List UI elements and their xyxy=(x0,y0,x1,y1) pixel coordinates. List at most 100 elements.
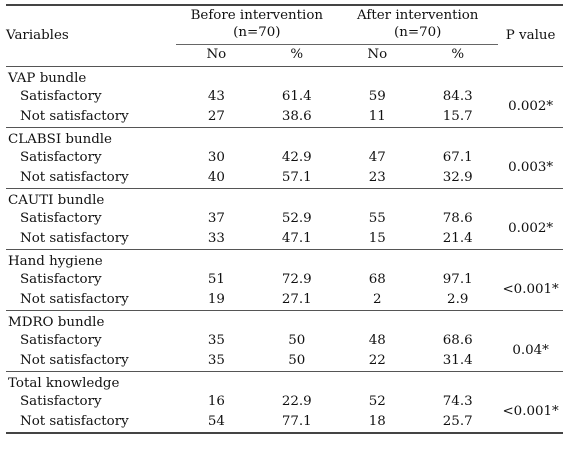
before-pct-cell: 27.1 xyxy=(281,291,312,307)
group-row: CAUTI bundle xyxy=(6,188,563,209)
p-value-cell: 0.003* xyxy=(508,159,554,175)
before-pct-cell: 72.9 xyxy=(281,271,312,287)
header-before-no: No xyxy=(206,47,227,63)
after-pct-cell: 97.1 xyxy=(442,271,473,287)
table-row: Not satisfactory 19 27.1 2 2.9 xyxy=(6,290,563,311)
table-row: Satisfactory 35 50 48 68.6 0.04* xyxy=(6,331,563,358)
after-pct-cell: 31.4 xyxy=(442,352,473,368)
after-no-cell: 52 xyxy=(368,393,386,409)
row-label: Satisfactory xyxy=(20,149,102,165)
p-value-cell: <0.001* xyxy=(498,392,563,434)
row-label: Not satisfactory xyxy=(20,169,129,185)
table-body: VAP bundle Satisfactory 43 61.4 59 84.3 0.002*… xyxy=(6,66,563,434)
table-row: Not satisfactory 33 47.1 15 21.4 xyxy=(6,229,563,250)
after-no-cell: 15 xyxy=(368,230,386,246)
group-label: CLABSI bundle xyxy=(6,127,563,148)
header-before-pct: % xyxy=(290,47,304,63)
after-pct-cell: 84.3 xyxy=(442,88,473,104)
after-pct-cell: 21.4 xyxy=(442,230,473,246)
p-value-cell: <0.001* xyxy=(502,281,559,297)
after-no-cell: 2 xyxy=(372,291,382,307)
before-pct-cell: 47.1 xyxy=(281,230,312,246)
before-no-cell: 43 xyxy=(207,88,225,104)
before-pct-cell: 52.9 xyxy=(281,210,312,226)
before-no-cell: 19 xyxy=(207,291,225,307)
before-pct-cell: 50 xyxy=(288,332,306,348)
before-no-cell: 30 xyxy=(207,149,225,165)
before-no-cell: 37 xyxy=(207,210,225,226)
before-no-cell: 16 xyxy=(207,393,225,409)
header-after-no: No xyxy=(367,47,388,63)
group-label: VAP bundle xyxy=(6,66,563,87)
before-pct-cell: 42.9 xyxy=(281,149,312,165)
header-pvalue: P value xyxy=(498,4,563,67)
group-row: CLABSI bundle xyxy=(6,127,563,148)
before-no-cell: 54 xyxy=(176,412,257,434)
after-no-cell: 18 xyxy=(337,412,418,434)
row-label: Satisfactory xyxy=(20,271,102,287)
row-label: Satisfactory xyxy=(20,332,102,348)
before-no-cell: 40 xyxy=(207,169,225,185)
before-pct-cell: 50 xyxy=(288,352,306,368)
row-label: Not satisfactory xyxy=(20,352,129,368)
header-after: After intervention (n=70) xyxy=(337,4,499,45)
p-value-cell: 0.04* xyxy=(512,342,549,358)
group-label: CAUTI bundle xyxy=(6,188,563,209)
after-no-cell: 11 xyxy=(368,108,386,124)
after-pct-cell: 32.9 xyxy=(442,169,473,185)
before-no-cell: 51 xyxy=(207,271,225,287)
after-no-cell: 22 xyxy=(368,352,386,368)
after-no-cell: 59 xyxy=(368,88,386,104)
before-pct-cell: 61.4 xyxy=(281,88,312,104)
group-label: MDRO bundle xyxy=(6,310,563,331)
before-no-cell: 27 xyxy=(207,108,225,124)
after-no-cell: 48 xyxy=(368,332,386,348)
before-no-cell: 35 xyxy=(207,332,225,348)
group-label: Total knowledge xyxy=(6,371,563,392)
group-row: Total knowledge xyxy=(6,371,563,392)
after-no-cell: 47 xyxy=(368,149,386,165)
before-pct-cell: 22.9 xyxy=(281,393,312,409)
table-row: Not satisfactory 54 77.1 18 25.7 xyxy=(6,412,563,434)
after-pct-cell: 25.7 xyxy=(417,412,499,434)
after-pct-cell: 2.9 xyxy=(447,291,469,307)
after-pct-cell: 68.6 xyxy=(442,332,473,348)
p-value-cell: 0.002* xyxy=(508,220,554,236)
table-row: Satisfactory 51 72.9 68 97.1 <0.001* xyxy=(6,270,563,297)
before-pct-cell: 57.1 xyxy=(281,169,312,185)
table-row: Satisfactory 37 52.9 55 78.6 0.002* xyxy=(6,209,563,236)
row-label: Not satisfactory xyxy=(20,230,129,246)
row-label: Not satisfactory xyxy=(20,291,129,307)
row-label: Not satisfactory xyxy=(6,412,177,434)
after-pct-cell: 74.3 xyxy=(442,393,473,409)
after-pct-cell: 78.6 xyxy=(442,210,473,226)
after-no-cell: 68 xyxy=(368,271,386,287)
before-pct-cell: 77.1 xyxy=(256,412,338,434)
p-value-cell: 0.002* xyxy=(508,98,554,114)
table-row: Satisfactory 30 42.9 47 67.1 0.003* xyxy=(6,148,563,175)
after-pct-cell: 15.7 xyxy=(442,108,473,124)
group-row: VAP bundle xyxy=(6,66,563,87)
row-label: Satisfactory xyxy=(20,393,102,409)
before-no-cell: 33 xyxy=(207,230,225,246)
after-no-cell: 23 xyxy=(368,169,386,185)
before-pct-cell: 38.6 xyxy=(281,108,312,124)
group-label: Hand hygiene xyxy=(6,249,563,270)
results-table: Variables Before intervention (n=70) Aft… xyxy=(6,4,563,434)
row-label: Satisfactory xyxy=(20,88,102,104)
table-row: Not satisfactory 40 57.1 23 32.9 xyxy=(6,168,563,189)
group-row: MDRO bundle xyxy=(6,310,563,331)
table-row: Not satisfactory 35 50 22 31.4 xyxy=(6,351,563,372)
before-no-cell: 35 xyxy=(207,352,225,368)
row-label: Not satisfactory xyxy=(20,108,129,124)
header-variables: Variables xyxy=(6,4,177,67)
table-row: Satisfactory 16 22.9 52 74.3 <0.001* xyxy=(6,392,563,434)
after-no-cell: 55 xyxy=(368,210,386,226)
row-label: Satisfactory xyxy=(20,210,102,226)
table-row: Satisfactory 43 61.4 59 84.3 0.002* xyxy=(6,87,563,114)
header-before: Before intervention (n=70) xyxy=(176,4,338,45)
group-row: Hand hygiene xyxy=(6,249,563,270)
after-pct-cell: 67.1 xyxy=(442,149,473,165)
header-after-pct: % xyxy=(451,47,465,63)
